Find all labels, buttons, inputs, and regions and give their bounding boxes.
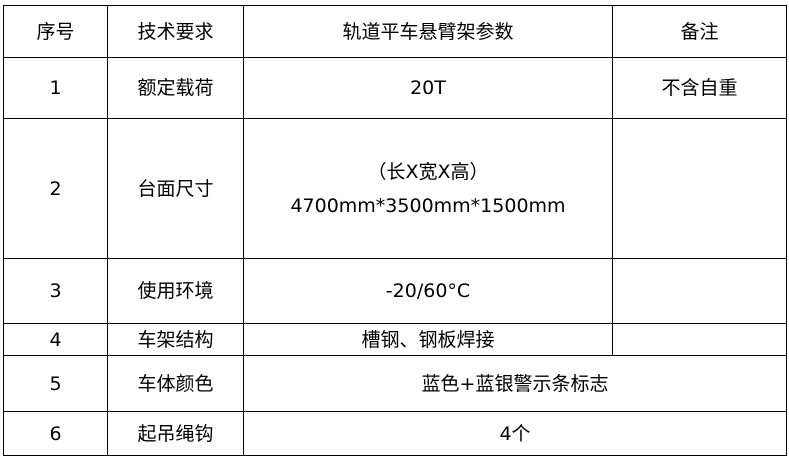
row-item: 台面尺寸 — [107, 118, 244, 259]
row-item: 额定载荷 — [107, 57, 244, 119]
row-value: （长X宽X高） 4700mm*3500mm*1500mm — [243, 118, 613, 259]
header-cell: 技术要求 — [107, 5, 244, 58]
row-number: 6 — [3, 411, 108, 456]
row-value: 4个 — [243, 411, 787, 456]
row-note: 不含自重 — [612, 57, 787, 119]
row-item: 起吊绳钩 — [107, 411, 244, 456]
row-note — [612, 118, 787, 259]
header-cell: 备注 — [612, 5, 787, 58]
row-number: 3 — [3, 258, 108, 324]
value-line: （长X宽X高） — [367, 160, 489, 183]
row-value: -20/60°C — [243, 258, 613, 324]
row-value: 蓝色+蓝银警示条标志 — [243, 355, 787, 412]
table-row: 5 车体颜色 蓝色+蓝银警示条标志 — [3, 355, 787, 412]
table-row: 6 起吊绳钩 4个 — [3, 411, 787, 456]
header-cell: 轨道平车悬臂架参数 — [243, 5, 613, 58]
table-header-row: 序号 技术要求 轨道平车悬臂架参数 备注 — [3, 5, 787, 58]
row-item: 车体颜色 — [107, 355, 244, 412]
table-row: 4 车架结构 槽钢、钢板焊接 — [3, 323, 787, 356]
table-row: 3 使用环境 -20/60°C — [3, 258, 787, 324]
row-number: 4 — [3, 323, 108, 356]
row-number: 2 — [3, 118, 108, 259]
spec-table: 序号 技术要求 轨道平车悬臂架参数 备注 1 额定载荷 20T 不含自重 2 台… — [3, 5, 787, 456]
row-value: 槽钢、钢板焊接 — [243, 323, 613, 356]
row-note — [612, 323, 787, 356]
value-line: 4700mm*3500mm*1500mm — [290, 194, 566, 217]
row-item: 车架结构 — [107, 323, 244, 356]
row-note — [612, 258, 787, 324]
row-value: 20T — [243, 57, 613, 119]
row-item: 使用环境 — [107, 258, 244, 324]
table-row: 2 台面尺寸 （长X宽X高） 4700mm*3500mm*1500mm — [3, 118, 787, 259]
row-number: 5 — [3, 355, 108, 412]
row-number: 1 — [3, 57, 108, 119]
table-row: 1 额定载荷 20T 不含自重 — [3, 57, 787, 119]
header-cell: 序号 — [3, 5, 108, 58]
